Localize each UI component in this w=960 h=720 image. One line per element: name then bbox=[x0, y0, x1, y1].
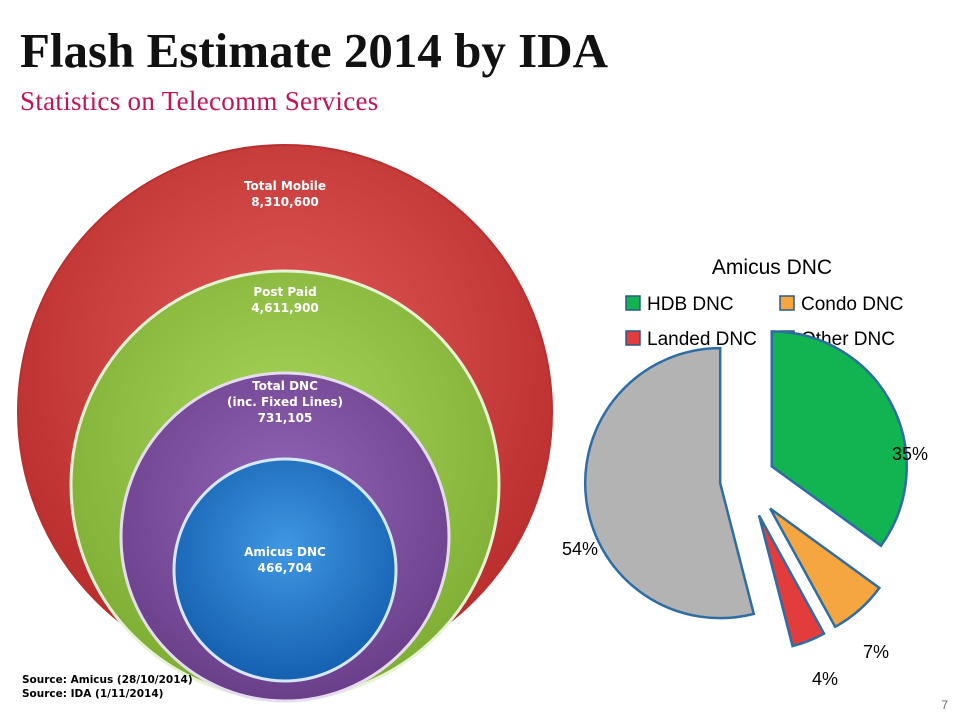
bubble-label: Post Paid 4,611,900 bbox=[251, 285, 319, 315]
legend-swatch bbox=[625, 295, 641, 311]
pie-data-label: 35% bbox=[892, 444, 928, 464]
sources: Source: Amicus (28/10/2014) Source: IDA … bbox=[22, 673, 193, 701]
pie-slice bbox=[770, 330, 908, 548]
legend-label: Landed DNC bbox=[647, 329, 757, 350]
pie-slice bbox=[583, 346, 756, 620]
legend-swatch bbox=[779, 295, 795, 311]
nested-bubble-chart: Total Mobile 8,310,600 Post Paid 4,611,900 T… bbox=[17, 144, 553, 703]
pie-data-label: 54% bbox=[562, 539, 598, 559]
slide-title: Flash Estimate 2014 by IDA bbox=[20, 23, 609, 78]
source-line: Source: Amicus (28/10/2014) bbox=[22, 674, 193, 686]
bubble-label: Total Mobile 8,310,600 bbox=[244, 179, 326, 209]
slide-subtitle: Statistics on Telecomm Services bbox=[20, 86, 379, 116]
page-number: 7 bbox=[941, 698, 948, 712]
source-line: Source: IDA (1/11/2014) bbox=[22, 688, 164, 700]
pie-data-label: 7% bbox=[863, 642, 889, 662]
bubble-label: Total DNC (inc. Fixed Lines) 731,105 bbox=[227, 379, 343, 425]
pie-slice bbox=[757, 514, 826, 648]
legend-label: Condo DNC bbox=[801, 294, 903, 315]
bubble-amicus-dnc bbox=[172, 457, 398, 683]
legend-label: HDB DNC bbox=[647, 294, 734, 315]
pie-data-label: 4% bbox=[812, 669, 838, 689]
pie-chart-title: Amicus DNC bbox=[712, 256, 832, 279]
legend-swatch bbox=[625, 330, 641, 346]
pie-slice bbox=[769, 507, 882, 629]
bubble-label: Amicus DNC 466,704 bbox=[244, 545, 326, 575]
